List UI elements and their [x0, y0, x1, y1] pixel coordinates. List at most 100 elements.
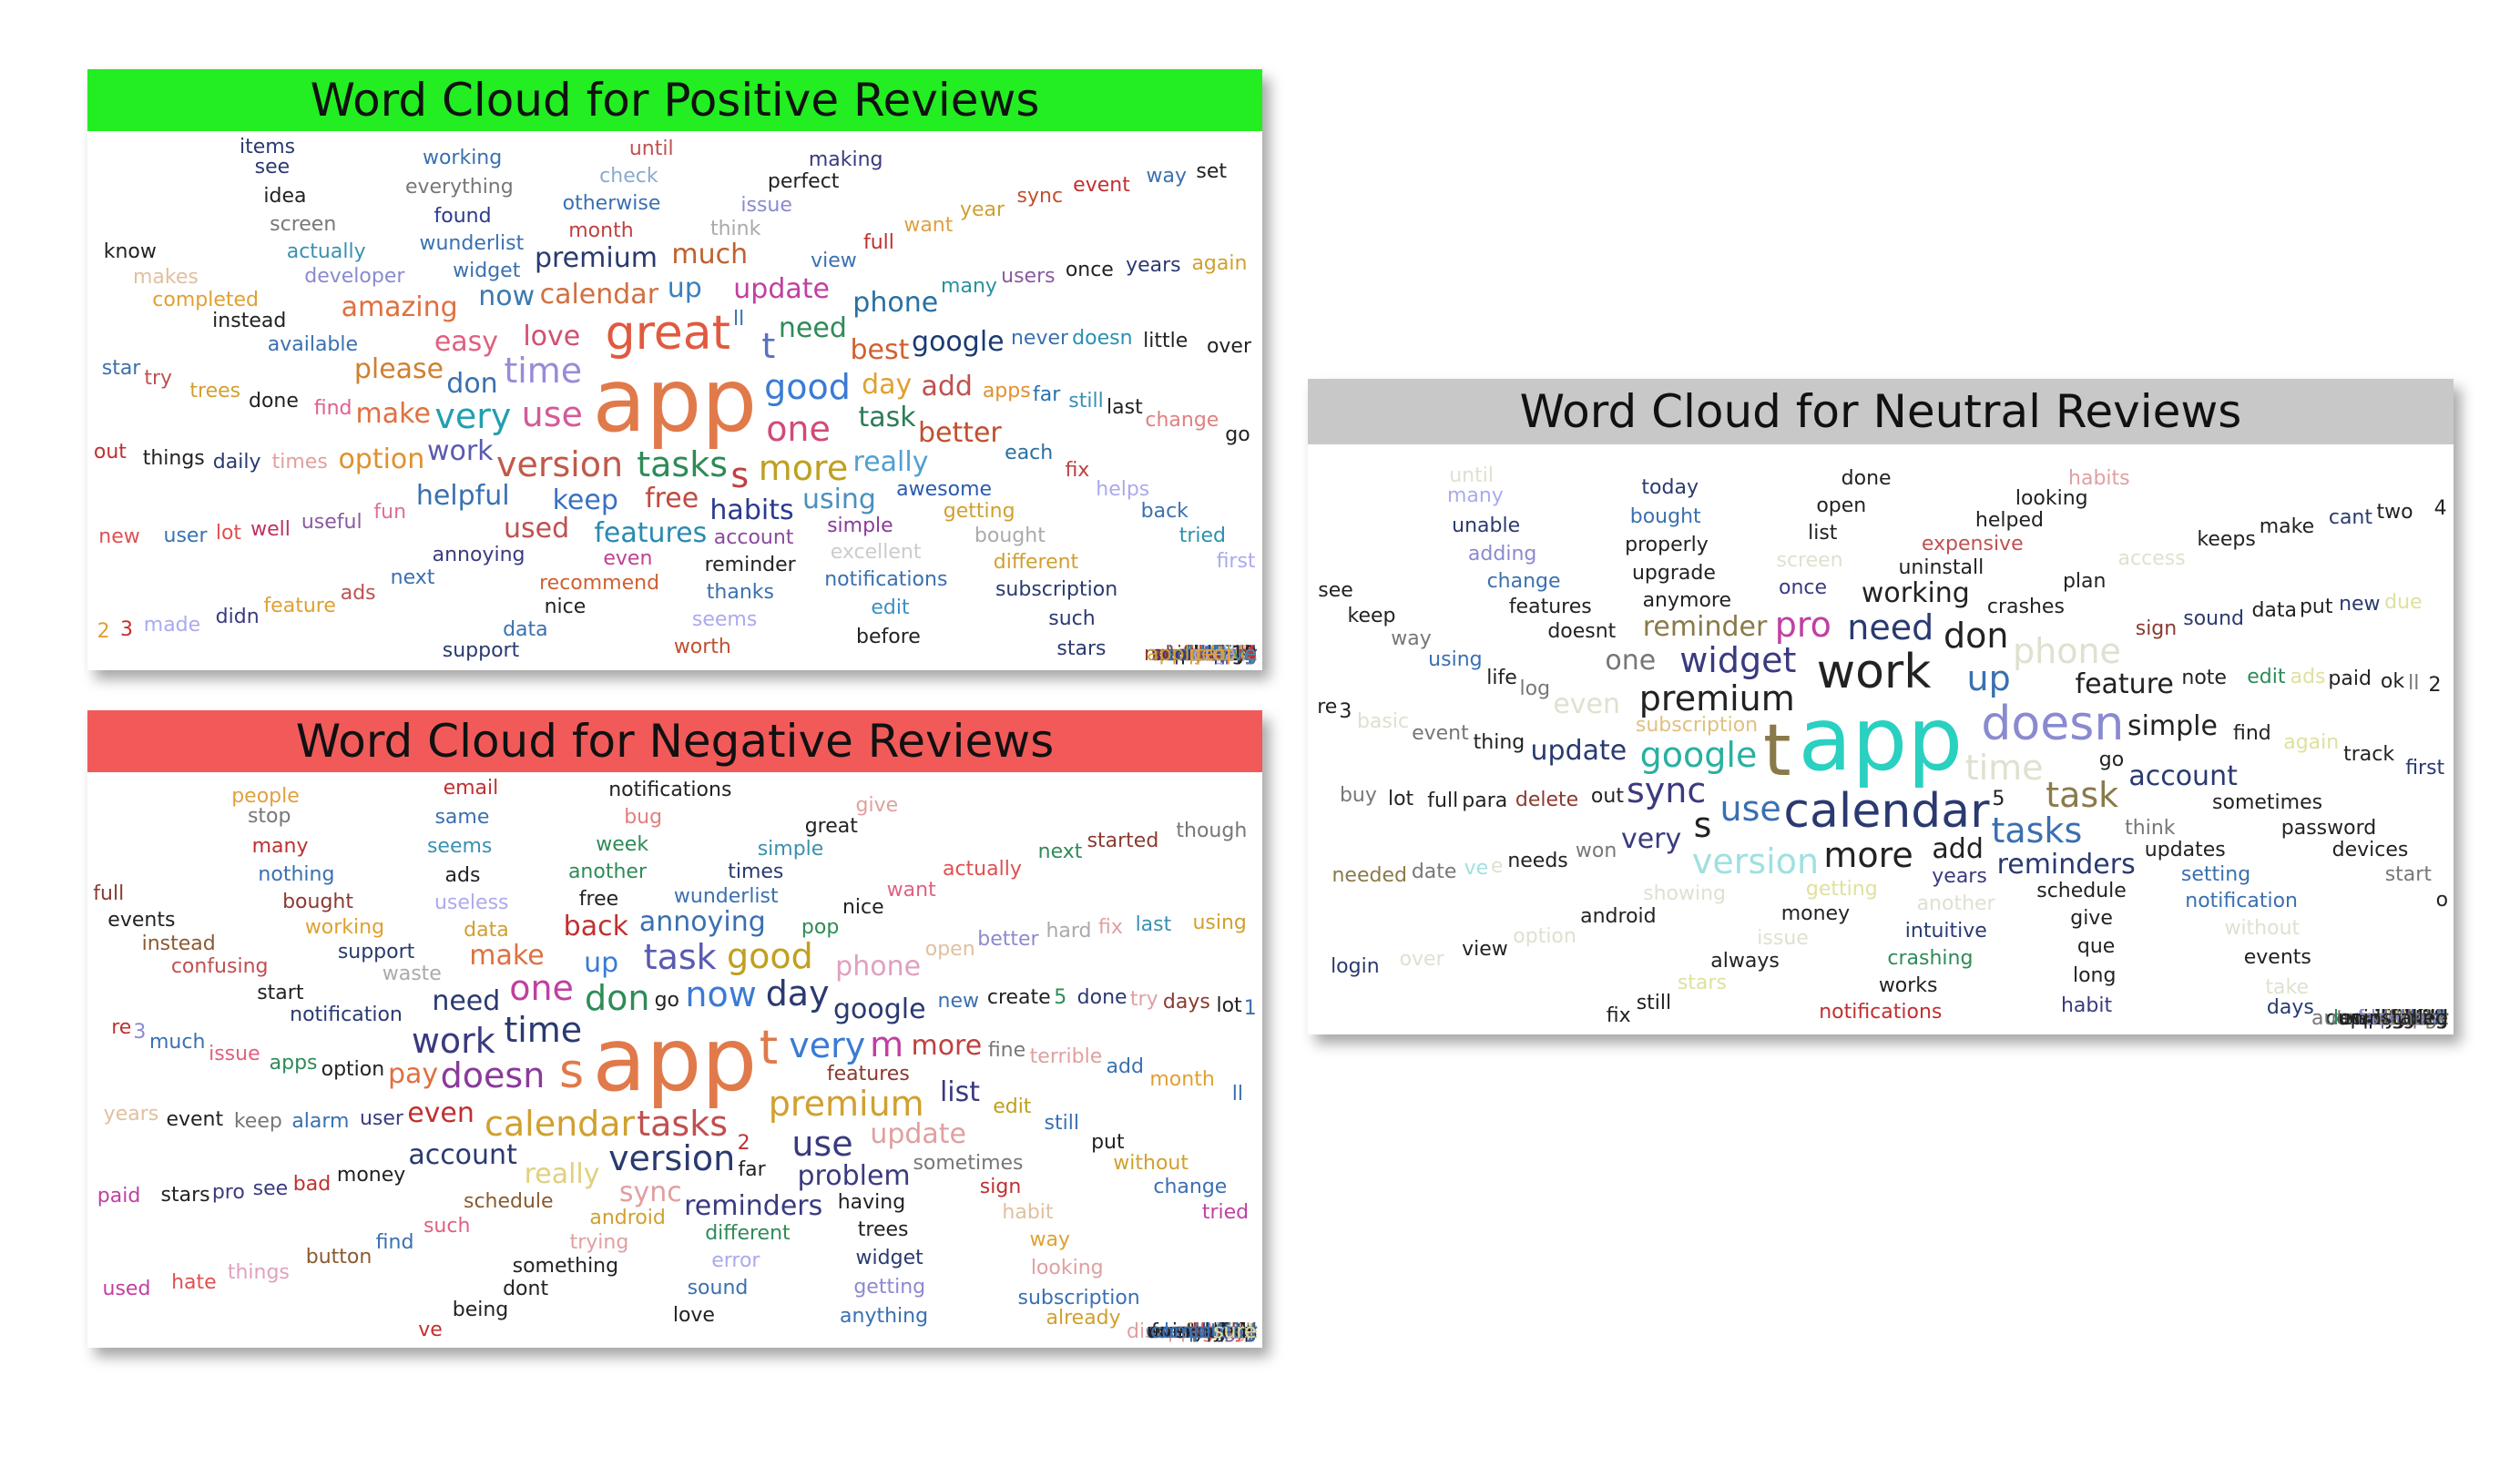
cloud-word: done	[1841, 467, 1892, 491]
cloud-word: star	[101, 356, 141, 380]
cloud-word: didn	[215, 606, 260, 629]
cloud-word: love	[672, 1303, 715, 1327]
cloud-word: issue	[209, 1042, 260, 1065]
cloud-word: time	[504, 350, 583, 391]
cloud-word: first	[2405, 757, 2445, 780]
cloud-word: looking	[2015, 487, 2088, 511]
cloud-word: items	[2392, 1007, 2449, 1030]
cloud-word: don	[446, 368, 498, 401]
cloud-word: lot	[1216, 994, 1242, 1018]
cloud-word: first	[1216, 550, 1256, 574]
cloud-word: getting	[1805, 877, 1878, 901]
cloud-word: doesnt	[1547, 619, 1617, 643]
cloud-word: concept	[1177, 643, 1257, 666]
cloud-word: again	[1191, 251, 1248, 275]
cloud-word: ll	[733, 308, 745, 331]
cloud-word: still	[1636, 991, 1672, 1014]
cloud-word: app	[592, 1009, 758, 1111]
cloud-word: option	[338, 443, 425, 475]
cloud-word: years	[103, 1102, 159, 1126]
cloud-word: feature	[263, 595, 336, 618]
cloud-word: use	[1719, 789, 1781, 830]
cloud-word: application	[1147, 643, 1258, 666]
cloud-word: go	[1225, 423, 1250, 447]
cloud-word: paid	[97, 1185, 141, 1208]
cloud-word: always	[1710, 949, 1780, 973]
cloud-word: bought	[282, 890, 353, 913]
cloud-word: de	[2423, 1007, 2448, 1030]
cloud-word: 2	[737, 1131, 750, 1155]
cloud-word: know	[103, 240, 157, 264]
cloud-word: didn	[1213, 1320, 1257, 1343]
cloud-word: error	[711, 1249, 760, 1273]
cloud-word: idea	[1214, 1320, 1258, 1343]
cloud-word: subscription	[1017, 1286, 1140, 1309]
cloud-word: helpful	[415, 479, 510, 512]
cloud-word: way	[1146, 164, 1188, 188]
cloud-word: until	[1449, 464, 1494, 487]
cloud-word: hate	[171, 1270, 217, 1294]
cloud-word: application	[2338, 1007, 2449, 1030]
cloud-word: working	[1861, 576, 1970, 609]
cloud-word: dont	[2403, 1007, 2448, 1030]
cloud-word: ll	[1231, 1083, 1243, 1106]
cloud-word: before	[2383, 1007, 2448, 1030]
cloud-word: days	[1162, 990, 1210, 1014]
cloud-word: e	[1490, 854, 1504, 878]
cloud-word: apps	[982, 379, 1031, 402]
cloud-word: unable	[1452, 514, 1521, 537]
cloud-word: calendar	[1783, 784, 1990, 840]
cloud-word: view	[811, 250, 857, 273]
cloud-word: ads	[340, 581, 376, 605]
cloud-word: data	[464, 918, 509, 942]
cloud-word: password	[2280, 817, 2377, 841]
cloud-word: using	[1428, 647, 1483, 671]
cloud-word: properly	[1625, 534, 1709, 557]
cloud-word: started	[1087, 830, 1159, 853]
cloud-word: needs	[1507, 849, 1568, 872]
cloud-word: add	[921, 370, 973, 402]
cloud-word: buy	[1219, 643, 1257, 666]
cloud-word: features	[594, 517, 708, 550]
cloud-word: waste	[382, 963, 442, 986]
cloud-word: year	[1212, 1320, 1258, 1343]
cloud-word: edit	[993, 1095, 1032, 1118]
cloud-word: used	[2400, 1007, 2448, 1030]
cloud-word: date	[1211, 1320, 1257, 1343]
cloud-word: star	[2409, 1007, 2448, 1030]
cloud-word: need	[432, 984, 501, 1017]
cloud-word: really	[852, 445, 929, 478]
cloud-word: one	[509, 968, 574, 1009]
cloud-word: now	[2407, 1007, 2449, 1030]
cloud-word: user	[163, 524, 208, 547]
cloud-word: set	[2417, 1007, 2448, 1030]
cloud-word: fix	[1097, 915, 1123, 939]
cloud-word: option	[1513, 924, 1576, 948]
cloud-word: though	[1186, 643, 1257, 666]
cloud-word: features	[826, 1063, 910, 1086]
cloud-word: very	[789, 1024, 866, 1065]
cloud-word: stars	[1677, 971, 1727, 994]
cloud-word: pay	[1220, 643, 1258, 666]
cloud-word: without	[1181, 643, 1257, 666]
cloud-word: never	[1199, 1320, 1258, 1343]
cloud-word: set	[1226, 1320, 1257, 1343]
cloud-word: 4	[1244, 643, 1257, 666]
cloud-word: people	[1189, 643, 1257, 666]
cloud-word: event	[166, 1107, 224, 1131]
cloud-word: fix	[1606, 1004, 1631, 1027]
cloud-word: anything	[1168, 643, 1258, 666]
cloud-word: tried	[2402, 1007, 2449, 1030]
cloud-word: keep	[233, 1110, 282, 1134]
cloud-word: shows	[2386, 1007, 2449, 1030]
cloud-word: thanks	[706, 581, 774, 605]
cloud-word: down	[1203, 643, 1258, 666]
cloud-word: won	[1216, 1320, 1258, 1343]
cloud-word: use	[791, 1123, 853, 1164]
cloud-word: events	[2243, 945, 2311, 969]
cloud-word: crashing	[1887, 947, 1974, 971]
cloud-word: lot	[1387, 787, 1414, 810]
cloud-word: bought	[974, 525, 1046, 548]
cloud-word: one	[1605, 645, 1657, 678]
cloud-word: lost	[1220, 1320, 1257, 1343]
